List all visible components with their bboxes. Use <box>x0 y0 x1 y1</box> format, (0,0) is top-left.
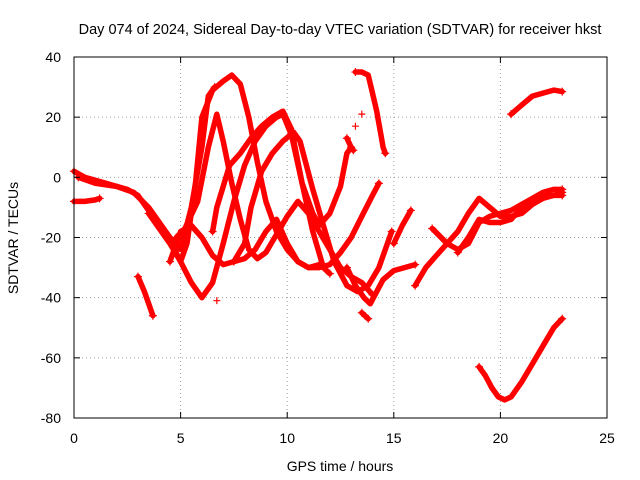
x-tick-label: 5 <box>177 430 185 446</box>
y-tick-label: 0 <box>53 169 61 185</box>
series-s2 <box>71 195 103 205</box>
series-endpoint-marker <box>148 311 157 320</box>
series-endpoint-marker <box>229 257 238 266</box>
series-endpoint-marker <box>507 110 516 119</box>
series-endpoint-marker <box>406 206 415 215</box>
series-endpoint-marker <box>558 87 567 96</box>
series-s11 <box>359 309 371 322</box>
series-s9 <box>209 108 354 235</box>
scatter-point <box>358 110 366 118</box>
series-endpoint-marker <box>453 248 462 257</box>
series-s18 <box>476 315 565 403</box>
x-tick-label: 20 <box>493 430 509 446</box>
y-tick-label: -60 <box>41 350 61 366</box>
series-endpoint-marker <box>364 314 373 323</box>
y-tick-label: -40 <box>41 290 61 306</box>
x-tick-label: 10 <box>279 430 295 446</box>
y-tick-label: -80 <box>41 410 61 426</box>
x-tick-label: 15 <box>386 430 402 446</box>
scatter-point <box>213 297 221 305</box>
y-tick-label: 20 <box>45 109 61 125</box>
series-endpoint-marker <box>208 227 217 236</box>
series-endpoint-marker <box>95 194 104 203</box>
series-endpoint-marker <box>210 83 219 92</box>
series-endpoint-marker <box>133 272 142 281</box>
series-s4 <box>135 273 156 319</box>
series-endpoint-marker <box>315 260 324 269</box>
series-s13 <box>344 135 357 154</box>
series-endpoint-marker <box>411 260 420 269</box>
series-s10 <box>344 261 418 307</box>
axes: 0 5 10 15 20 25 -80 -60 -40 -20 0 20 40 <box>41 49 615 446</box>
chart-title: Day 074 of 2024, Sidereal Day-to-day VTE… <box>79 22 602 38</box>
x-tick-label: 25 <box>599 430 615 446</box>
series-endpoint-marker <box>387 227 396 236</box>
y-axis-label: SDTVAR / TECUs <box>5 182 21 294</box>
series-endpoint-marker <box>351 68 360 77</box>
series-s19 <box>508 87 565 117</box>
series-s8 <box>231 216 322 271</box>
y-tick-label: 40 <box>45 49 61 65</box>
series-s12 <box>352 69 389 157</box>
series-s3 <box>75 84 218 253</box>
series-endpoint-marker <box>428 224 437 233</box>
series-endpoint-marker <box>411 281 420 290</box>
series-endpoint-marker <box>342 263 351 272</box>
x-tick-label: 0 <box>70 430 78 446</box>
series-endpoint-marker <box>325 269 334 278</box>
series-endpoint-marker <box>475 362 484 371</box>
x-axis-label: GPS time / hours <box>287 458 394 474</box>
series-endpoint-marker <box>558 191 567 200</box>
series-endpoint-marker <box>381 149 390 158</box>
series-endpoint-marker <box>342 134 351 143</box>
series-s17 <box>455 192 565 256</box>
series-endpoint-marker <box>558 314 567 323</box>
plot-frame <box>73 56 608 419</box>
y-tick-label: -20 <box>41 230 61 246</box>
series-endpoint-marker <box>389 239 398 248</box>
series-s14 <box>391 207 414 247</box>
series-endpoint-marker <box>165 257 174 266</box>
series-endpoint-marker <box>374 179 383 188</box>
series-endpoint-marker <box>144 209 153 218</box>
series-endpoint-marker <box>357 308 366 317</box>
data-series <box>70 68 567 403</box>
scatter-point <box>351 122 359 130</box>
series-endpoint-marker <box>349 146 358 155</box>
